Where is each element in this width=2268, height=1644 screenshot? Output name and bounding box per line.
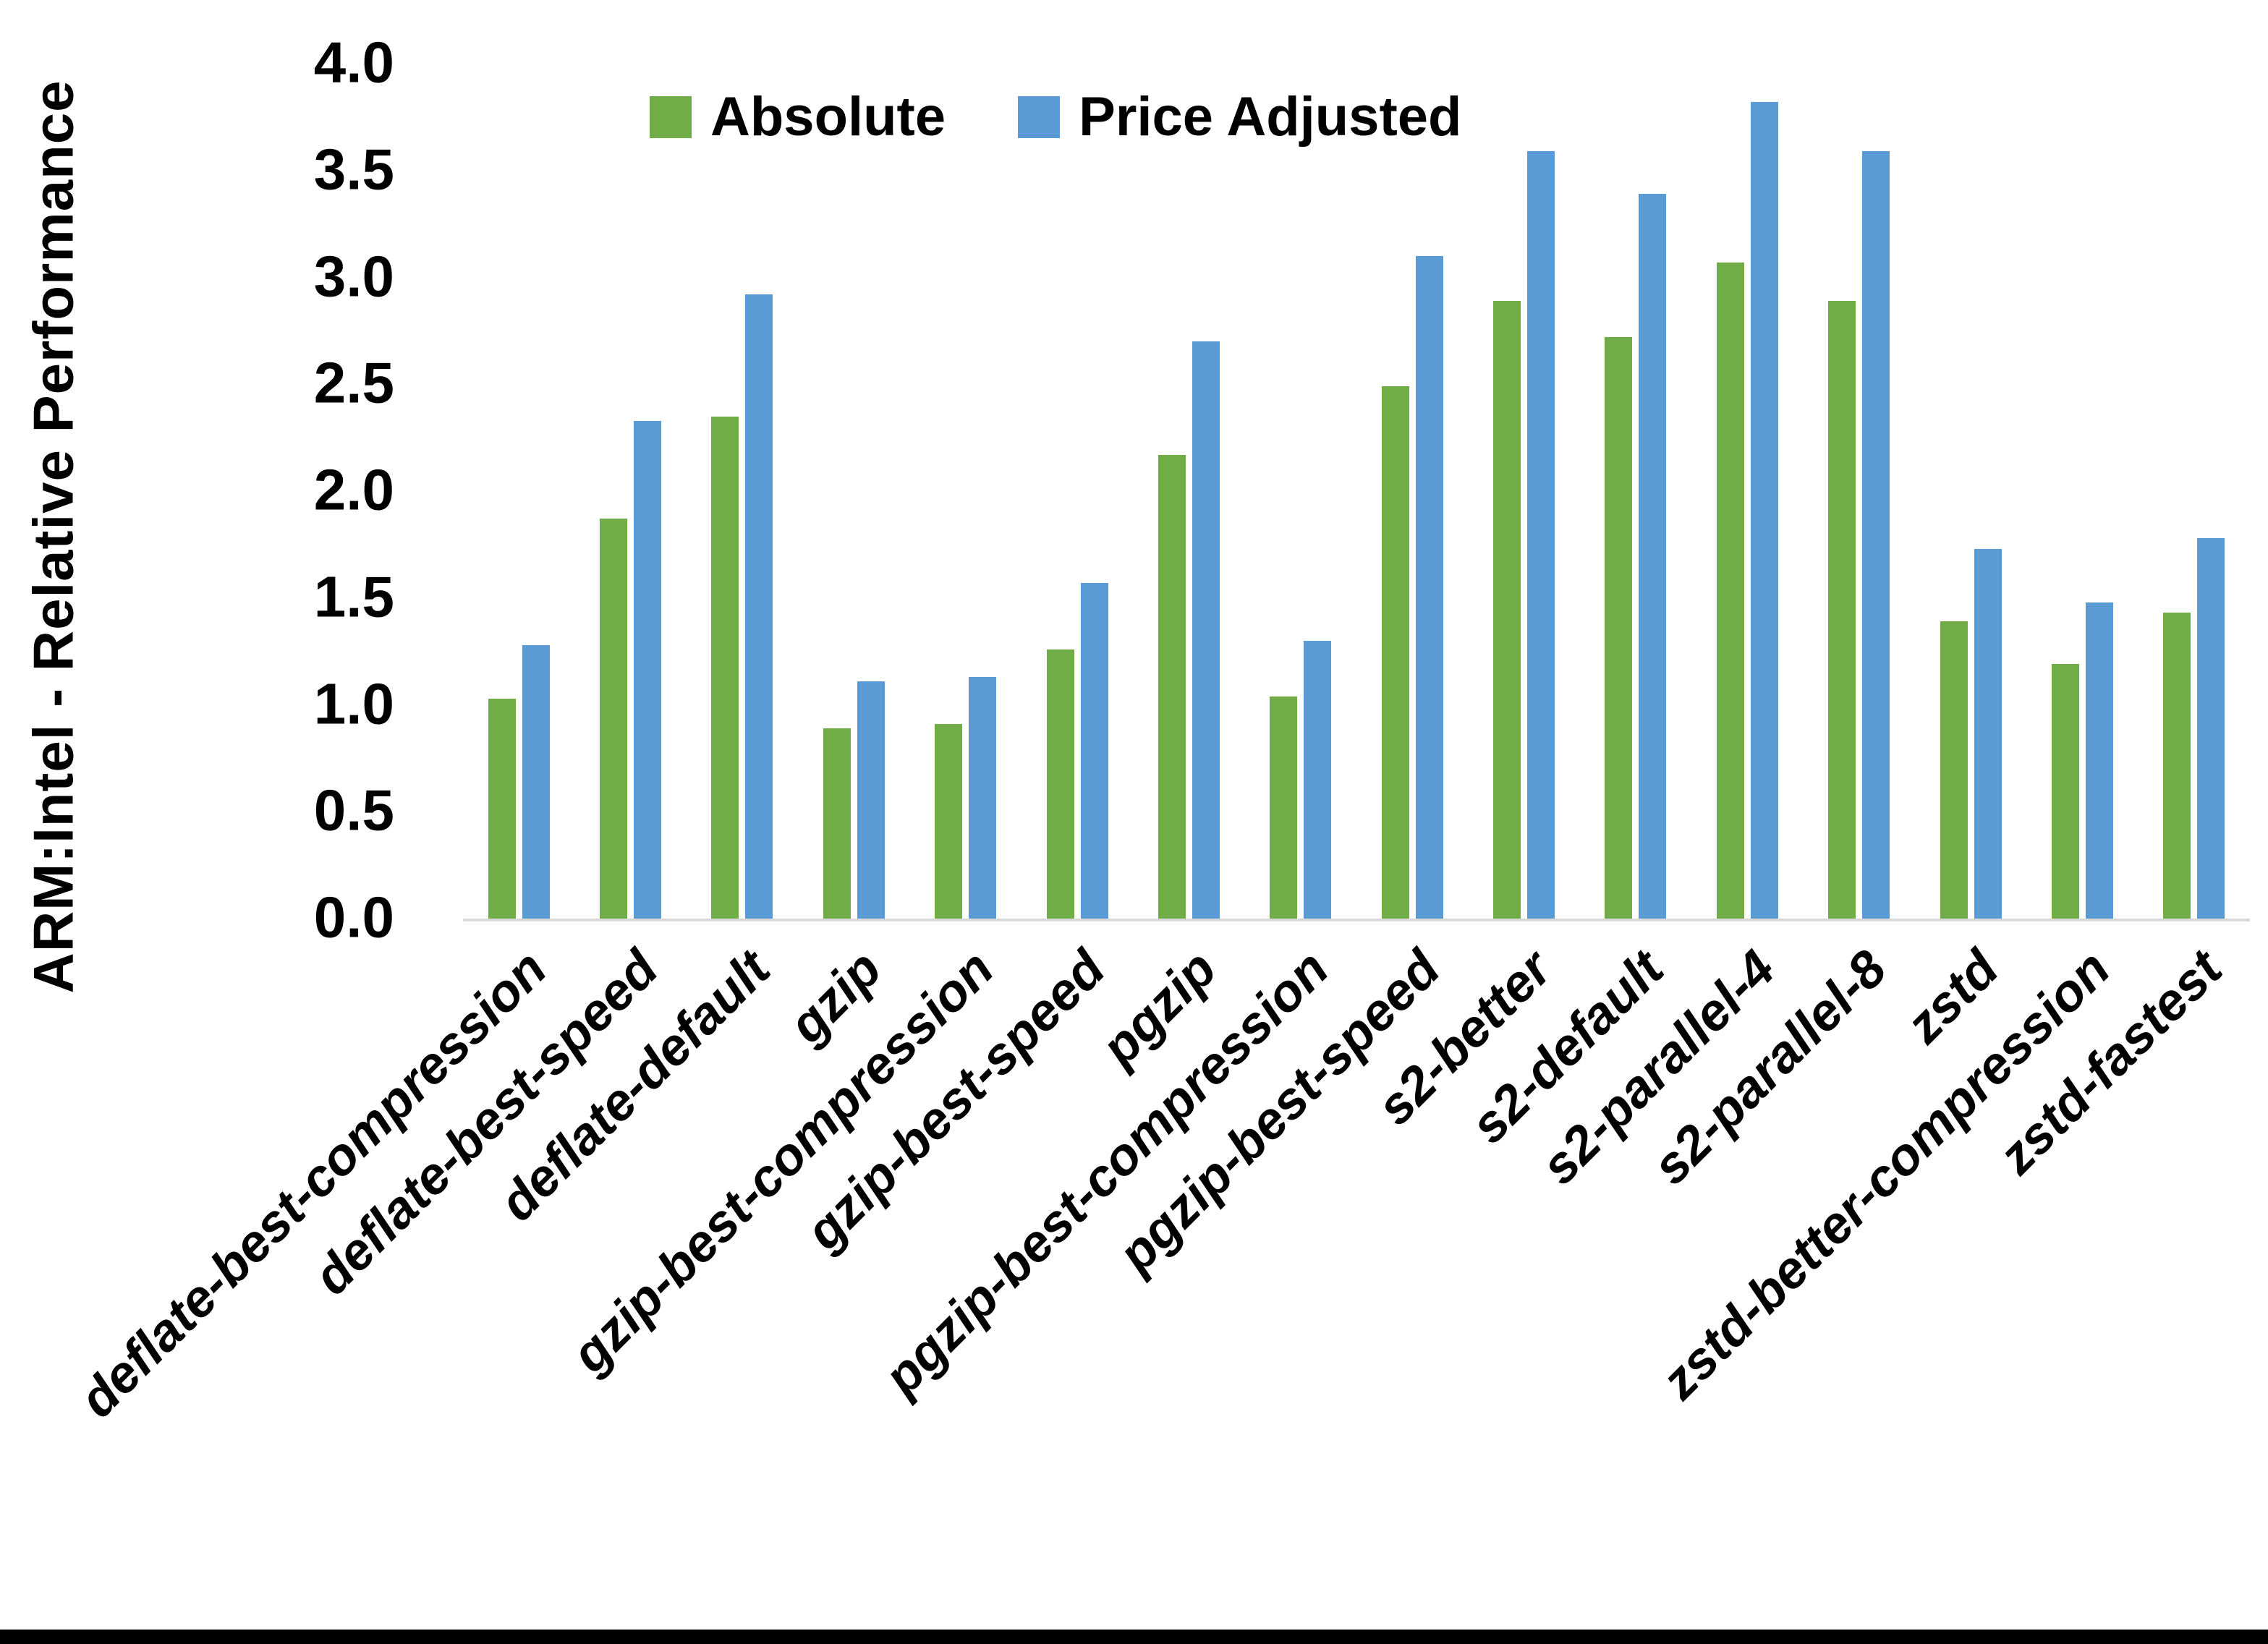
bar-group: s2-parallel-4 — [1530, 64, 1803, 1196]
y-axis-ticks: 0.0 0.5 1.0 1.5 2.0 2.5 3.0 3.5 4.0 — [0, 0, 394, 1013]
bar-price-adjusted — [1527, 151, 1555, 919]
bar-group: deflate-default — [488, 64, 798, 1232]
plot-area: deflate-best-compression deflate-best-spe… — [69, 64, 2250, 1428]
bar-absolute — [1493, 301, 1521, 919]
legend: Absolute Price Adjusted — [650, 90, 1461, 145]
bar-absolute — [1158, 454, 1186, 919]
bar-price-adjusted — [969, 677, 997, 919]
bar-absolute — [1046, 649, 1074, 919]
bar-group: pgzip-best-compression — [873, 64, 1356, 1406]
legend-item: Price Adjusted — [1018, 90, 1461, 145]
bar-groups: deflate-best-compression deflate-best-spe… — [69, 64, 2250, 1428]
bar-price-adjusted — [634, 420, 662, 919]
bar-absolute — [1605, 337, 1633, 919]
legend-swatch-icon — [650, 96, 692, 138]
bar-absolute — [711, 416, 739, 919]
bar-absolute — [2163, 613, 2191, 919]
bar-price-adjusted — [1750, 102, 1778, 919]
bar-price-adjusted — [1080, 583, 1108, 919]
legend-item: Absolute — [650, 90, 946, 145]
legend-label: Absolute — [710, 86, 946, 148]
bar-absolute — [600, 519, 628, 919]
bar-price-adjusted — [1974, 548, 2002, 919]
bar-group: s2-better — [1367, 64, 1579, 1136]
bar-price-adjusted — [1862, 151, 1890, 919]
bar-absolute — [935, 724, 963, 919]
y-tick-label: 3.0 — [313, 243, 394, 308]
bar-group: deflate-best-compression — [69, 64, 574, 1428]
bar-group: zstd-fastest — [1987, 64, 2250, 1185]
bar-price-adjusted — [1192, 341, 1220, 919]
bar-group: zstd-better-compression — [1651, 64, 2138, 1410]
bar-group: pgzip — [1091, 64, 1244, 1077]
bar-absolute — [1270, 696, 1298, 919]
y-tick-label: 0.0 — [313, 885, 394, 950]
bar-group: gzip — [778, 64, 909, 1055]
bar-price-adjusted — [745, 294, 773, 919]
x-axis-label: deflate-best-compression — [68, 940, 558, 1429]
legend-swatch-icon — [1018, 96, 1061, 138]
bar-group: deflate-best-speed — [303, 64, 686, 1306]
y-tick-label: 1.5 — [313, 564, 394, 629]
bar-group: gzip-best-compression — [561, 64, 1022, 1384]
bar-group: s2-parallel-8 — [1642, 64, 1915, 1196]
bar-price-adjusted — [1304, 640, 1332, 919]
bar-absolute — [823, 728, 851, 919]
bar-absolute — [488, 698, 516, 919]
y-tick-label: 2.0 — [313, 457, 394, 522]
bar-price-adjusted — [1415, 255, 1443, 919]
bar-absolute — [1828, 301, 1856, 919]
bar-absolute — [1716, 262, 1744, 919]
bar-absolute — [1381, 386, 1409, 919]
bar-group: pgzip-best-speed — [1108, 64, 1468, 1283]
y-tick-label: 3.5 — [313, 137, 394, 202]
bottom-border — [0, 1630, 2268, 1644]
bar-absolute — [1940, 621, 1968, 919]
bar-group: s2-default — [1460, 64, 1691, 1154]
legend-label: Price Adjusted — [1079, 86, 1462, 148]
bar-price-adjusted — [857, 681, 885, 919]
y-tick-label: 4.0 — [313, 30, 394, 95]
bar-price-adjusted — [2085, 602, 2113, 919]
bar-price-adjusted — [522, 644, 550, 919]
bar-price-adjusted — [1639, 194, 1667, 919]
y-tick-label: 2.5 — [313, 350, 394, 415]
bar-group: zstd — [1895, 64, 2026, 1055]
y-tick-label: 0.5 — [313, 778, 394, 843]
bar-group: gzip-best-speed — [795, 64, 1133, 1261]
y-tick-label: 1.0 — [313, 670, 394, 736]
bar-price-adjusted — [2197, 538, 2225, 919]
bar-absolute — [2051, 664, 2079, 919]
